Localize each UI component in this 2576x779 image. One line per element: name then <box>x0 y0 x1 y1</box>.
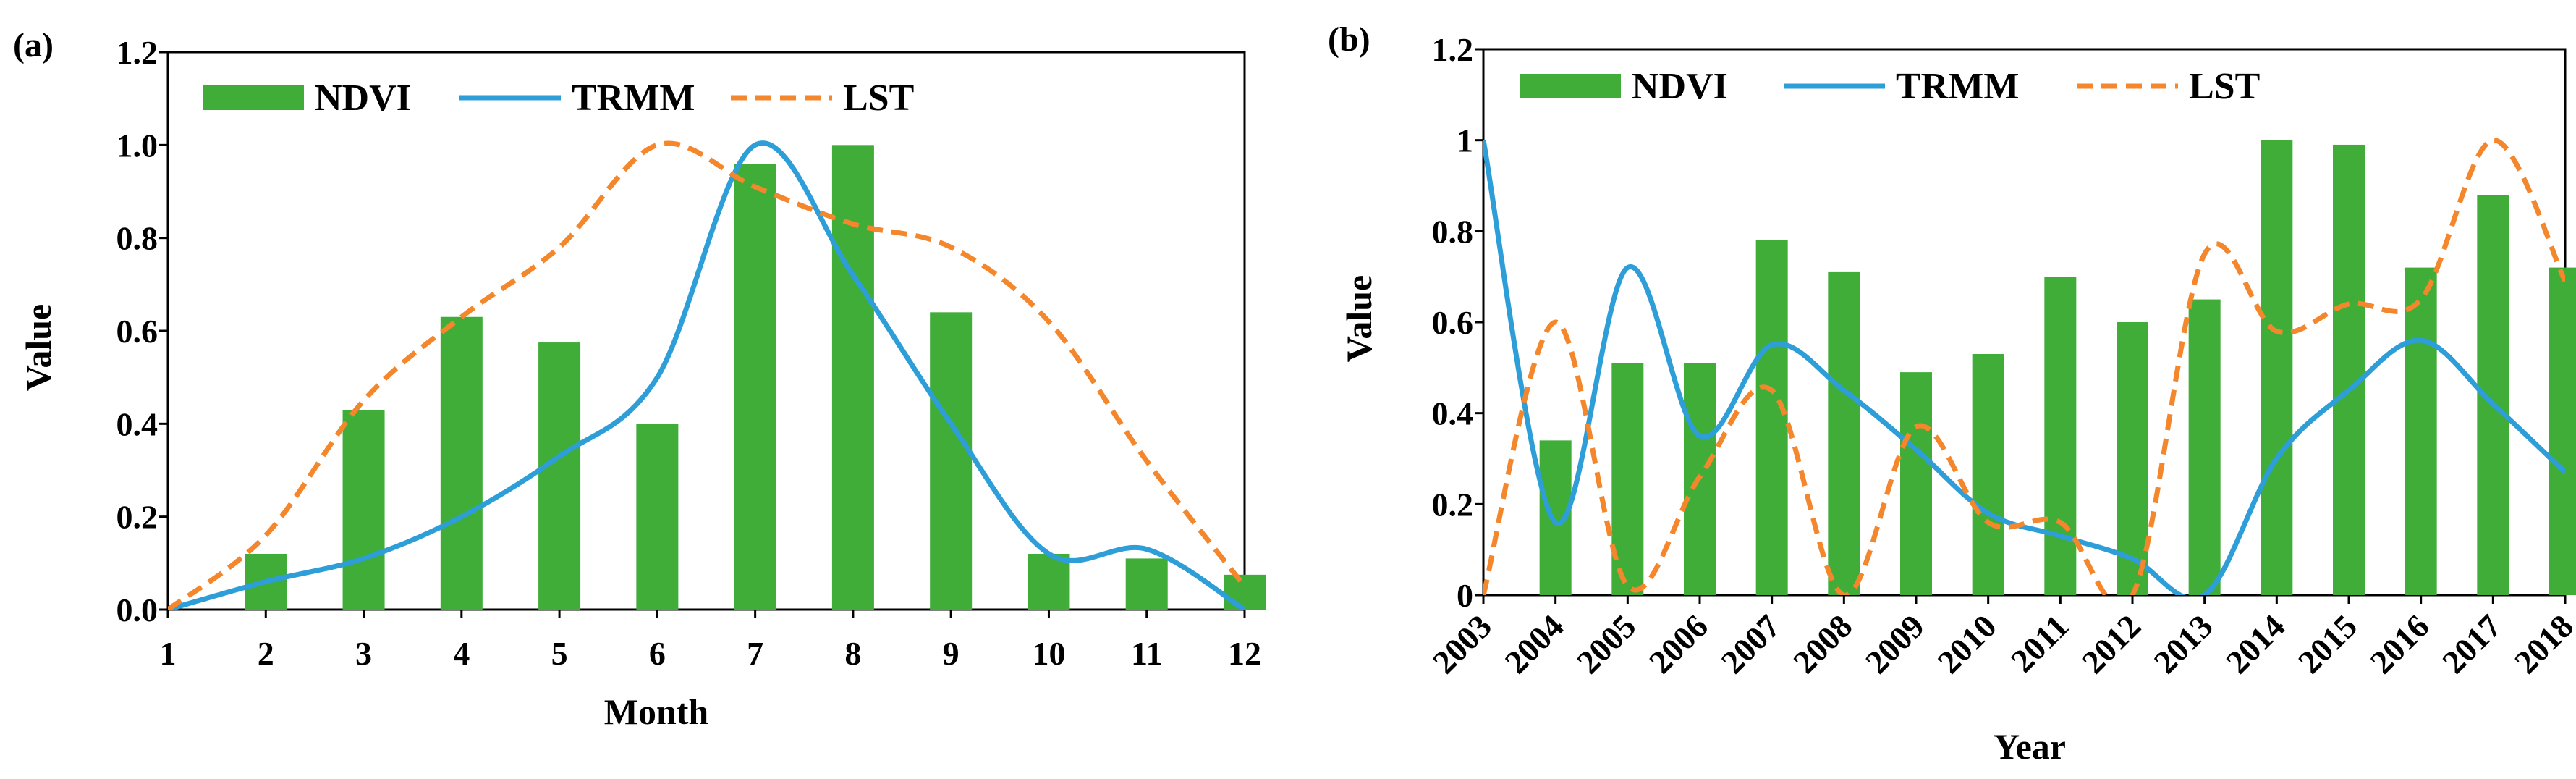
panel-b-xlabel: Year <box>1994 726 2066 767</box>
ndvi-bar <box>1828 271 1860 595</box>
panel-a-legend: NDVI TRMM LST <box>203 77 914 119</box>
x-tick-label: 2008 <box>1786 607 1859 681</box>
x-tick-label: 2007 <box>1714 607 1787 681</box>
ndvi-bar <box>734 164 776 610</box>
y-tick-label: 0.4 <box>1432 395 1474 432</box>
x-tick-label: 2 <box>258 635 274 672</box>
panel-a-ylabel: Value <box>18 304 59 391</box>
ndvi-bar <box>930 312 973 610</box>
ndvi-bar <box>1972 353 2004 595</box>
trmm-line <box>1483 140 2565 595</box>
trmm-line <box>168 140 1245 610</box>
y-tick-label: 1.2 <box>116 34 158 71</box>
ndvi-bar <box>1224 574 1266 610</box>
x-tick-label: 2016 <box>2363 607 2436 681</box>
x-tick-label: 2011 <box>2004 607 2075 679</box>
y-tick-label: 0.6 <box>116 313 158 350</box>
legend-trmm-label: TRMM <box>1896 66 2019 107</box>
ndvi-bar <box>2044 277 2077 595</box>
ndvi-bar <box>342 410 385 610</box>
panel-b-label: (b) <box>1328 20 1370 59</box>
x-tick-label: 2010 <box>1931 607 2004 681</box>
ndvi-bar <box>1125 558 1168 610</box>
panel-a-xlabel: Month <box>604 691 709 732</box>
x-tick-label: 2012 <box>2075 607 2148 681</box>
ndvi-bar <box>2188 299 2221 595</box>
ndvi-bar <box>538 342 581 610</box>
x-tick-label: 2005 <box>1569 607 1643 681</box>
lst-line <box>1483 138 2565 595</box>
legend-lst-label: LST <box>843 77 914 119</box>
ndvi-bar <box>1028 554 1070 610</box>
x-tick-label: 2009 <box>1858 607 1931 681</box>
legend-ndvi-swatch <box>203 85 304 110</box>
ndvi-bar <box>440 316 483 610</box>
ndvi-bar <box>2549 267 2576 595</box>
panel-a: (a) Value Month NDVI TRMM LST 0.0 0.2 0.4 0… <box>13 26 1266 732</box>
panel-b: (b) Value Year NDVI TRMM LST 0 0.2 0.4 0.6 0… <box>1328 20 2576 767</box>
y-tick-label: 0.0 <box>116 591 158 628</box>
ndvi-bar <box>2117 322 2148 595</box>
plot-area-frame <box>1482 48 2567 597</box>
x-tick-label: 1 <box>160 635 177 672</box>
x-tick-label: 2018 <box>2507 607 2576 681</box>
legend-ndvi-label: NDVI <box>315 77 411 119</box>
y-tick-label: 1.2 <box>1432 31 1474 68</box>
x-tick-label: 4 <box>453 635 470 672</box>
ndvi-bar <box>2333 144 2365 595</box>
plot-area-frame <box>166 51 1246 611</box>
ndvi-bar <box>1755 240 1788 595</box>
x-tick-label: 3 <box>355 635 372 672</box>
x-tick-label: 2015 <box>2291 607 2364 681</box>
y-tick-label: 0.2 <box>116 499 158 536</box>
x-tick-label: 2004 <box>1498 607 1571 681</box>
x-tick-label: 5 <box>551 635 568 672</box>
ndvi-bar <box>2405 267 2437 595</box>
x-tick-label: 2006 <box>1642 607 1715 681</box>
x-tick-label: 8 <box>844 635 861 672</box>
legend-ndvi-label: NDVI <box>1632 66 1728 107</box>
y-tick-label: 1.0 <box>116 127 158 164</box>
ndvi-bar <box>1900 372 1932 595</box>
panel-b-legend: NDVI TRMM LST <box>1520 66 2260 107</box>
y-tick-label: 0.8 <box>1432 213 1474 250</box>
x-tick-label: 6 <box>649 635 666 672</box>
x-tick-label: 2014 <box>2219 607 2292 681</box>
x-tick-label: 10 <box>1032 635 1065 672</box>
legend-lst-label: LST <box>2189 66 2260 107</box>
y-tick-label: 0 <box>1457 577 1473 614</box>
x-tick-label: 9 <box>943 635 959 672</box>
x-tick-label: 2017 <box>2435 607 2508 681</box>
lst-line <box>168 140 1245 610</box>
ndvi-bar <box>2261 140 2293 595</box>
ndvi-bar <box>1611 363 1644 595</box>
panel-a-label: (a) <box>13 26 54 64</box>
y-tick-label: 0.2 <box>1432 486 1474 523</box>
legend-trmm-label: TRMM <box>572 77 695 119</box>
y-tick-label: 0.8 <box>116 220 158 257</box>
panel-b-ylabel: Value <box>1339 275 1379 362</box>
x-tick-label: 12 <box>1228 635 1261 672</box>
y-tick-label: 1 <box>1457 122 1473 159</box>
legend-ndvi-swatch <box>1520 74 1621 98</box>
y-tick-label: 0.6 <box>1432 304 1474 341</box>
x-tick-label: 2003 <box>1425 607 1499 681</box>
x-tick-label: 7 <box>747 635 763 672</box>
x-tick-label: 11 <box>1131 635 1162 672</box>
y-tick-label: 0.4 <box>116 405 158 442</box>
ndvi-bar <box>831 145 874 610</box>
x-tick-label: 2013 <box>2147 607 2220 681</box>
ndvi-bar <box>636 424 679 610</box>
